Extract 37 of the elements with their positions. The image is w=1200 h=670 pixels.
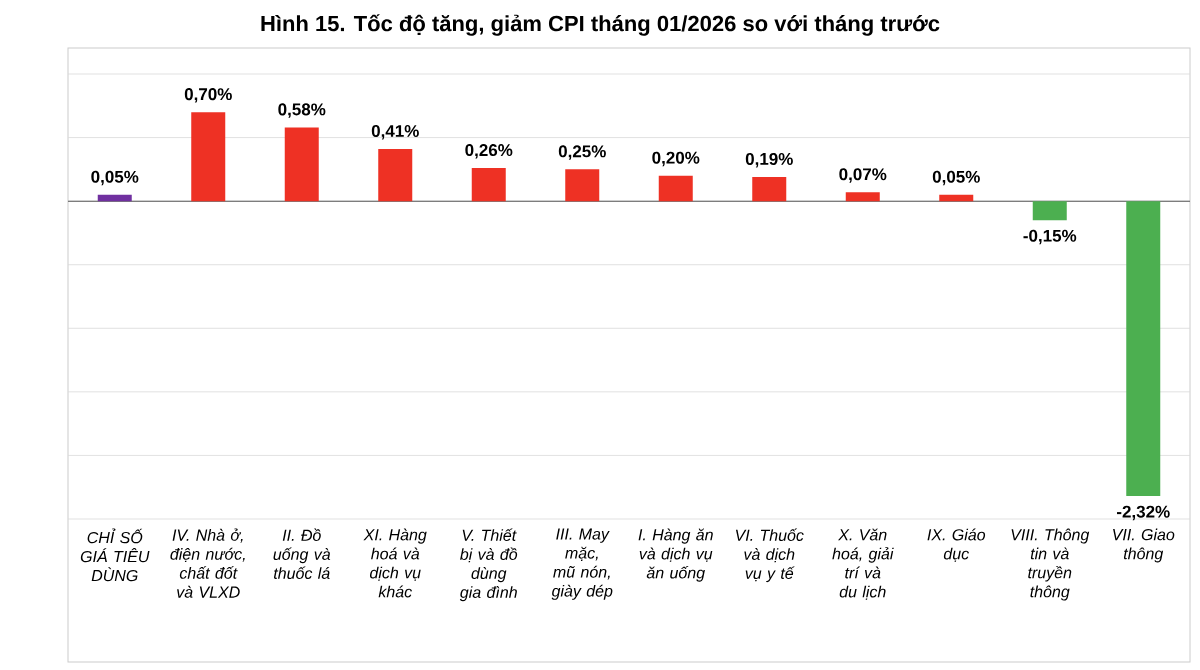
data-label: -0,15%	[1023, 229, 1077, 245]
x-tick-label: V. Thiết bị và đồ dùng gia đình	[459, 528, 518, 602]
x-tick-label: X. Văn hoá, giải trí và du lịch	[832, 528, 894, 600]
data-label: 0,19%	[745, 152, 793, 168]
x-tick-label: I. Hàng ăn và dịch vụ ăn uống	[638, 528, 713, 582]
bar	[1126, 201, 1161, 497]
data-label: 0,07%	[839, 168, 887, 183]
bar	[939, 194, 974, 202]
data-label: 0,26%	[465, 144, 513, 159]
x-tick-label: VII. Giao thông	[1113, 528, 1175, 563]
data-label: 0,25%	[558, 145, 606, 160]
data-label: 0,70%	[184, 88, 232, 103]
x-tick-label: IV. Nhà ở, điện nước, chất đốt và VLXD	[170, 528, 245, 598]
data-label: 0,05%	[932, 170, 980, 186]
data-label: 0,05%	[91, 170, 139, 186]
bar	[191, 112, 226, 202]
x-tick-label: IX. Giáo dục	[927, 528, 986, 562]
bar	[1032, 201, 1067, 221]
bar	[658, 175, 693, 202]
x-tick-label: CHỈ SỐ GIÁ TIÊU DÙNG	[80, 528, 150, 582]
x-tick-label: VI. Thuốc và dịch vụ y tế	[735, 528, 804, 583]
bar	[378, 149, 413, 202]
bar	[97, 194, 132, 202]
chart-title: Hình 15. Tốc độ tăng, giảm CPI tháng 01/2026 so với tháng trước	[261, 14, 940, 36]
bar	[565, 169, 600, 202]
data-label: 0,20%	[652, 151, 700, 167]
bar	[471, 168, 506, 202]
x-tick-label: II. Đồ uống và thuốc lá	[273, 528, 331, 579]
bar	[845, 192, 880, 202]
data-label: 0,41%	[371, 124, 419, 140]
x-tick-label: VIII. Thông tin và truyền thông	[1011, 528, 1090, 601]
bar	[752, 176, 787, 202]
bar	[284, 127, 319, 202]
data-label: 0,58%	[278, 103, 326, 118]
data-label: -2,32%	[1116, 505, 1170, 521]
x-tick-label: III. May mặc, mũ nón, giày dép	[551, 528, 613, 600]
x-tick-label: XI. Hàng hoá và dịch vụ khác	[363, 528, 427, 598]
